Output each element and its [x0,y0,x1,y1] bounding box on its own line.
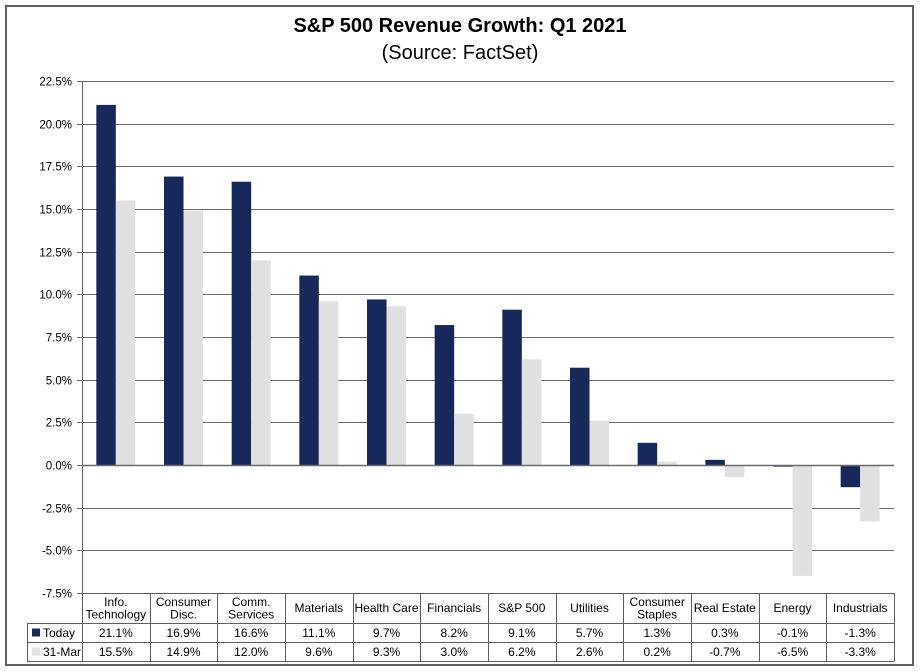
data-label: 9.1% [508,626,536,640]
data-label: -3.3% [844,645,876,659]
category-label-line: Staples [637,608,677,622]
bar-31-mar-7 [589,420,609,465]
y-tick-label: 20.0% [39,120,72,132]
category-label: Consumer Staples [629,595,684,622]
bar-today-5 [434,325,455,465]
legend-label: 31-Mar [43,645,81,659]
data-label: 1.3% [643,626,671,640]
y-axis-ticks: 22.5% 20.0% 17.5% 15.0% 12.5% 10.0% 7.5% 5.0% 2.… [39,77,72,601]
y-tick-label: 15.0% [39,205,72,217]
y-tick-label: -2.5% [42,504,72,516]
category-label: Industrials [833,601,888,615]
bar-today-8 [637,442,658,465]
bar-31-mar-10 [792,465,812,576]
category-label: S&P 500 [498,601,545,615]
y-tick-label: -5.0% [42,546,72,558]
data-label: 0.3% [711,626,739,640]
bar-31-mar-3 [318,301,339,465]
category-label: Info. Technology [85,595,146,622]
data-label: -6.5% [777,645,809,659]
data-label: 16.9% [166,626,200,640]
category-label-line: Technology [85,608,146,622]
category-label-line: Consumer [629,595,684,609]
y-tick-label: -7.5% [42,589,72,601]
category-label: Utilities [570,601,609,615]
category-label: Comm. Services [228,595,274,622]
category-label-line: Disc. [170,608,197,622]
category-label: Financials [427,601,481,615]
data-label: 9.3% [373,645,401,659]
data-label: 12.0% [234,645,268,659]
category-label-line: Comm. [232,595,271,609]
data-label: 2.6% [576,645,604,659]
bar-today-9 [705,459,725,465]
data-label: 9.7% [373,626,401,640]
category-label-line: Consumer [156,595,211,609]
data-label: 14.9% [166,645,200,659]
bar-today-6 [502,309,522,465]
bar-31-mar-6 [521,359,542,465]
category-label: Health Care [354,601,418,615]
category-label-line: Info. [104,595,127,609]
bars [96,104,880,576]
y-tick-label: 12.5% [39,248,72,260]
bar-today-7 [570,367,590,465]
data-label: 0.2% [643,645,671,659]
bar-31-mar-2 [251,260,271,465]
y-tick-label: 17.5% [39,162,72,174]
y-tick-label: 5.0% [46,376,72,388]
data-label: 16.6% [234,626,268,640]
bar-today-11 [840,465,861,488]
y-tick-label: 22.5% [39,77,72,89]
bar-today-4 [367,299,387,465]
data-label: -0.1% [777,626,809,640]
y-tick-label: 7.5% [46,333,72,345]
y-tick-label: 2.5% [46,418,72,430]
data-label: 15.5% [99,645,133,659]
data-label: 8.2% [440,626,468,640]
chart-frame [5,5,914,666]
y-tick-label: 0.0% [46,461,72,473]
category-label: Real Estate [694,601,756,615]
bar-31-mar-4 [386,306,406,465]
bar-today-3 [299,275,319,465]
bar-31-mar-0 [115,200,136,465]
data-label: 5.7% [576,626,604,640]
data-label: 3.0% [440,645,468,659]
chart-title: S&P 500 Revenue Growth: Q1 2021 [293,15,627,37]
data-label: -0.7% [709,645,741,659]
category-label-line: Services [228,608,274,622]
data-label: 9.6% [305,645,333,659]
legend-swatch-1 [32,647,40,656]
data-label: 11.1% [302,626,335,640]
axes [81,81,894,593]
bar-today-2 [231,181,252,465]
data-label: 21.1% [99,626,133,640]
bar-today-1 [164,176,184,465]
y-tick-label: 10.0% [39,290,72,302]
legend-label: Today [43,626,75,640]
legend-swatch-0 [32,628,40,637]
bar-31-mar-1 [183,210,203,465]
bar-today-0 [96,104,116,465]
category-label: Energy [773,601,811,615]
category-label: Materials [294,601,343,615]
bar-31-mar-8 [657,461,677,465]
data-label: -1.3% [844,626,876,640]
bar-31-mar-9 [724,465,745,477]
data-label: 6.2% [508,645,536,659]
bar-31-mar-11 [860,465,880,522]
category-label: Consumer Disc. [156,595,211,622]
chart-subtitle: (Source: FactSet) [381,42,539,64]
bar-31-mar-5 [454,413,474,465]
